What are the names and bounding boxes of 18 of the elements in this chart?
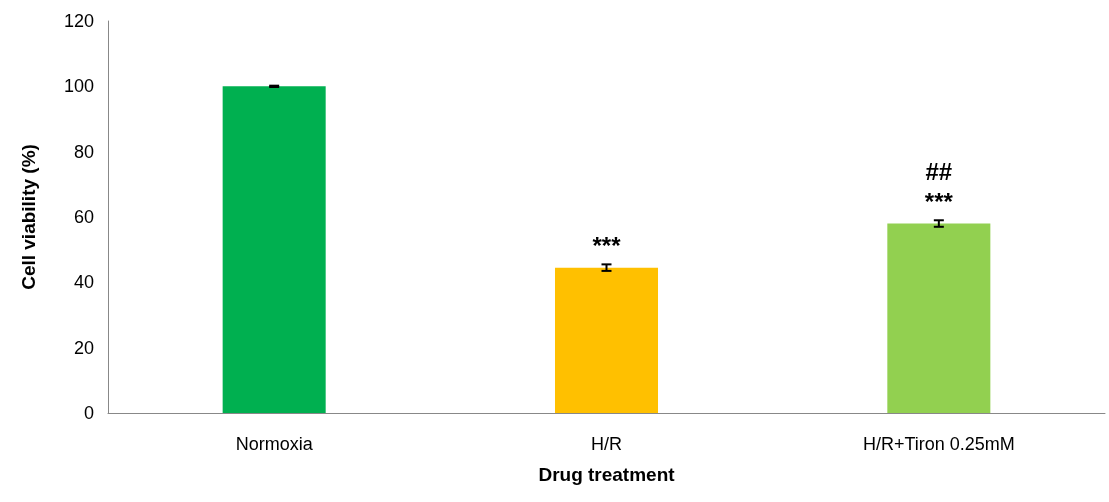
y-tick-label: 120 xyxy=(63,11,94,31)
x-tick-label: H/R xyxy=(591,434,622,454)
bar xyxy=(887,223,991,413)
y-tick-label: 20 xyxy=(73,337,94,358)
y-tick-label: 100 xyxy=(63,76,94,97)
y-axis-title: Cell viability (%) xyxy=(18,144,39,290)
x-tick-label: H/R+Tiron 0.25mM xyxy=(862,434,1015,454)
annotation: *** xyxy=(592,232,622,260)
annotation: *** xyxy=(924,188,954,216)
y-tick-label: 80 xyxy=(73,141,94,162)
x-axis-title: Drug treatment xyxy=(538,464,676,485)
bar xyxy=(222,86,326,413)
annotation: ## xyxy=(925,158,953,186)
x-tick-label: Normoxia xyxy=(235,434,314,454)
y-tick-label: 0 xyxy=(83,403,94,423)
bar xyxy=(554,267,659,413)
y-tick-label: 40 xyxy=(73,272,94,293)
y-tick-label: 60 xyxy=(73,207,94,227)
